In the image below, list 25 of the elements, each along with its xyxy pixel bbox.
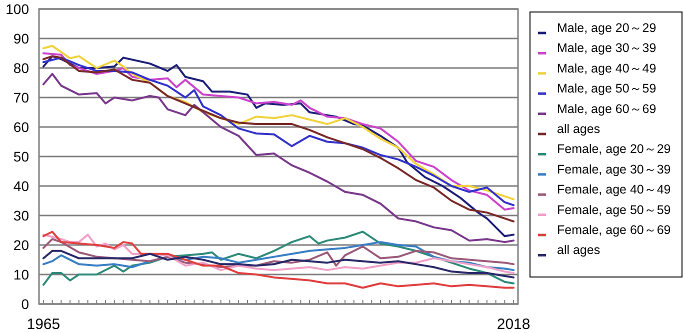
y-tick-label: 80 <box>13 60 30 76</box>
legend-label: Female, age 30～39 <box>557 162 671 176</box>
legend-label: Male, age 60～69 <box>557 102 656 116</box>
legend-label: Female, age 40～49 <box>557 182 671 197</box>
legend-label: Male, age 20～29 <box>557 21 656 35</box>
legend-label: Female, age 20～29 <box>557 142 671 156</box>
legend-label: all ages <box>557 243 600 258</box>
legend-label: Male, age 30～39 <box>557 41 656 56</box>
legend-label: Female, age 60～69 <box>557 223 671 237</box>
legend-label: Male, age 50～59 <box>557 82 656 96</box>
x-tick-label: 1965 <box>26 316 60 333</box>
y-tick-label: 20 <box>13 237 30 253</box>
legend-label: Male, age 40～49 <box>557 61 656 76</box>
y-tick-label: 10 <box>13 266 30 282</box>
y-tick-label: 90 <box>13 30 30 46</box>
x-tick-label: 2018 <box>496 316 530 333</box>
y-tick-label: 60 <box>13 119 30 135</box>
legend-label: Female, age 50～59 <box>557 202 671 217</box>
y-tick-label: 100 <box>6 1 30 17</box>
y-tick-label: 70 <box>13 90 30 106</box>
y-tick-label: 30 <box>13 208 30 224</box>
legend-label: all ages <box>557 122 600 136</box>
y-tick-label: 50 <box>13 148 30 164</box>
y-tick-label: 0 <box>21 296 30 312</box>
y-tick-label: 40 <box>13 178 30 194</box>
